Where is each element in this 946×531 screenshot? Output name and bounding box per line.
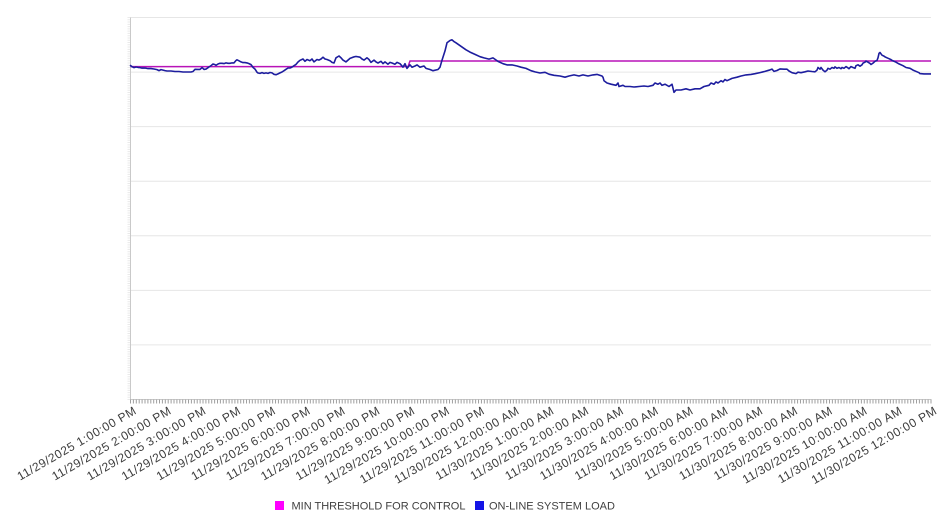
svg-text:MIN THRESHOLD FOR CONTROL: MIN THRESHOLD FOR CONTROL <box>292 501 466 513</box>
svg-text:ON-LINE SYSTEM LOAD: ON-LINE SYSTEM LOAD <box>489 501 615 513</box>
